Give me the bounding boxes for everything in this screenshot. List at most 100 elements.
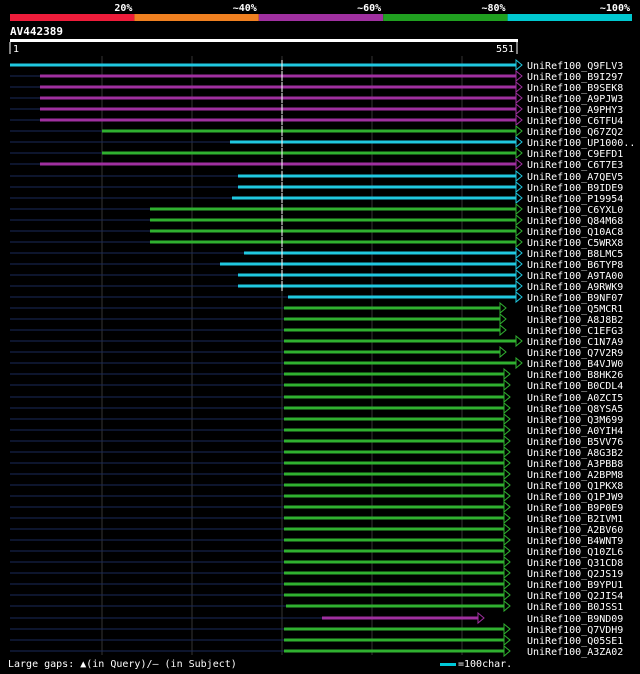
hit-row[interactable]: UniRef100_A3ZA02 [10,644,623,658]
hit-row[interactable]: UniRef100_Q2JIS4 [10,588,623,602]
hit-bar[interactable] [238,273,516,277]
hit-label[interactable]: UniRef100_B9SEK8 [527,83,623,94]
hit-bar[interactable] [150,240,516,244]
hit-label[interactable]: UniRef100_UP1000.. [527,138,635,149]
hit-label[interactable]: UniRef100_Q9FLV3 [527,61,623,72]
hit-row[interactable]: UniRef100_A3PBB8 [10,456,623,470]
hit-row[interactable]: UniRef100_B9SEK8 [10,80,623,94]
hit-label[interactable]: UniRef100_C5WRX8 [527,238,623,249]
hit-row[interactable]: UniRef100_A2BV60 [10,522,623,536]
hit-row[interactable]: UniRef100_B0CDL4 [10,378,623,392]
hit-label[interactable]: UniRef100_Q10ZL6 [527,547,623,558]
hit-bar[interactable] [284,593,504,597]
hit-label[interactable]: UniRef100_B9NF07 [527,293,623,304]
hit-bar[interactable] [238,174,516,178]
hit-label[interactable]: UniRef100_C6YXL0 [527,205,623,216]
hit-label[interactable]: UniRef100_B0JSS1 [527,602,623,613]
hit-bar[interactable] [284,627,504,631]
hit-bar[interactable] [284,538,504,542]
hit-label[interactable]: UniRef100_B8LMC5 [527,249,623,260]
hit-row[interactable]: UniRef100_B4WNT9 [10,533,623,547]
hit-row[interactable]: UniRef100_A8G3B2 [10,445,623,459]
hit-label[interactable]: UniRef100_A9TA00 [527,271,623,282]
hit-row[interactable]: UniRef100_Q7VDH9 [10,622,623,636]
hit-label[interactable]: UniRef100_B0CDL4 [527,381,623,392]
hit-bar[interactable] [284,350,500,354]
hit-row[interactable]: UniRef100_Q10ZL6 [10,544,623,558]
hit-label[interactable]: UniRef100_B9I297 [527,72,623,83]
hit-row[interactable]: UniRef100_Q7V2R9 [10,345,623,359]
hit-label[interactable]: UniRef100_Q5MCR1 [527,304,623,315]
hit-label[interactable]: UniRef100_B9ND09 [527,614,623,625]
hit-label[interactable]: UniRef100_C1N7A9 [527,337,623,348]
hit-label[interactable]: UniRef100_A9RWK9 [527,282,623,293]
hit-row[interactable]: UniRef100_B9IDE9 [10,180,623,194]
hit-bar[interactable] [284,505,504,509]
hit-row[interactable]: UniRef100_A0YIH4 [10,423,623,437]
hit-bar[interactable] [238,185,516,189]
hit-label[interactable]: UniRef100_B2IVM1 [527,514,623,525]
hit-label[interactable]: UniRef100_B6TYP8 [527,260,623,271]
hit-bar[interactable] [102,151,516,155]
hit-label[interactable]: UniRef100_A0YIH4 [527,426,623,437]
hit-bar[interactable] [40,96,516,100]
hit-bar[interactable] [284,638,504,642]
hit-bar[interactable] [40,118,516,122]
hit-bar[interactable] [284,361,516,365]
hit-bar[interactable] [284,395,504,399]
hit-row[interactable]: UniRef100_Q3M699 [10,412,623,426]
hit-bar[interactable] [244,251,516,255]
hit-bar[interactable] [102,129,516,133]
hit-bar[interactable] [284,483,504,487]
hit-row[interactable]: UniRef100_Q2JS19 [10,566,623,580]
hit-label[interactable]: UniRef100_A9PJW3 [527,94,623,105]
hit-bar[interactable] [322,616,478,620]
hit-label[interactable]: UniRef100_C1EFG3 [527,326,623,337]
hit-bar[interactable] [284,472,504,476]
hit-label[interactable]: UniRef100_B8HK26 [527,370,623,381]
hit-label[interactable]: UniRef100_Q84M68 [527,216,623,227]
hit-row[interactable]: UniRef100_B9YPU1 [10,577,623,591]
hit-bar[interactable] [284,306,500,310]
hit-row[interactable]: UniRef100_B9P0E9 [10,500,623,514]
hit-row[interactable]: UniRef100_C6T7E3 [10,157,623,171]
hit-row[interactable]: UniRef100_B8LMC5 [10,246,623,260]
hit-row[interactable]: UniRef100_A7QEV5 [10,169,623,183]
hit-bar[interactable] [232,196,516,200]
hit-label[interactable]: UniRef100_Q2JS19 [527,569,623,580]
hit-label[interactable]: UniRef100_Q7VDH9 [527,625,623,636]
hit-label[interactable]: UniRef100_C9EFD1 [527,149,623,160]
hit-bar[interactable] [284,428,504,432]
hit-row[interactable]: UniRef100_Q8YSA5 [10,401,623,415]
hit-label[interactable]: UniRef100_B9IDE9 [527,183,623,194]
hit-label[interactable]: UniRef100_P19954 [527,194,623,205]
hit-bar[interactable] [284,549,504,553]
hit-label[interactable]: UniRef100_Q1PKX8 [527,481,623,492]
hit-row[interactable]: UniRef100_C1EFG3 [10,323,623,337]
hit-bar[interactable] [284,560,504,564]
hit-label[interactable]: UniRef100_B4WNT9 [527,536,623,547]
hit-row[interactable]: UniRef100_Q9FLV3 [10,58,623,72]
hit-bar[interactable] [150,207,516,211]
hit-row[interactable]: UniRef100_B8HK26 [10,367,623,381]
hit-bar[interactable] [286,604,504,608]
hit-bar[interactable] [284,406,504,410]
hit-bar[interactable] [150,218,516,222]
hit-label[interactable]: UniRef100_A9PHY3 [527,105,623,116]
hit-label[interactable]: UniRef100_C6T7E3 [527,160,623,171]
hit-row[interactable]: UniRef100_C1N7A9 [10,334,623,348]
hit-bar[interactable] [284,383,504,387]
hit-row[interactable]: UniRef100_A9TA00 [10,268,623,282]
hit-row[interactable]: UniRef100_C6YXL0 [10,202,623,216]
hit-bar[interactable] [284,417,504,421]
hit-bar[interactable] [284,339,516,343]
hit-row[interactable]: UniRef100_B0JSS1 [10,599,623,613]
hit-label[interactable]: UniRef100_Q7V2R9 [527,348,623,359]
hit-row[interactable]: UniRef100_B9NF07 [10,290,623,304]
hit-label[interactable]: UniRef100_C6TFU4 [527,116,623,127]
hit-row[interactable]: UniRef100_Q1PKX8 [10,478,623,492]
hit-label[interactable]: UniRef100_B4VJW0 [527,359,623,370]
hit-label[interactable]: UniRef100_Q31CD8 [527,558,623,569]
hit-label[interactable]: UniRef100_A7QEV5 [527,172,623,183]
hit-bar[interactable] [40,107,516,111]
